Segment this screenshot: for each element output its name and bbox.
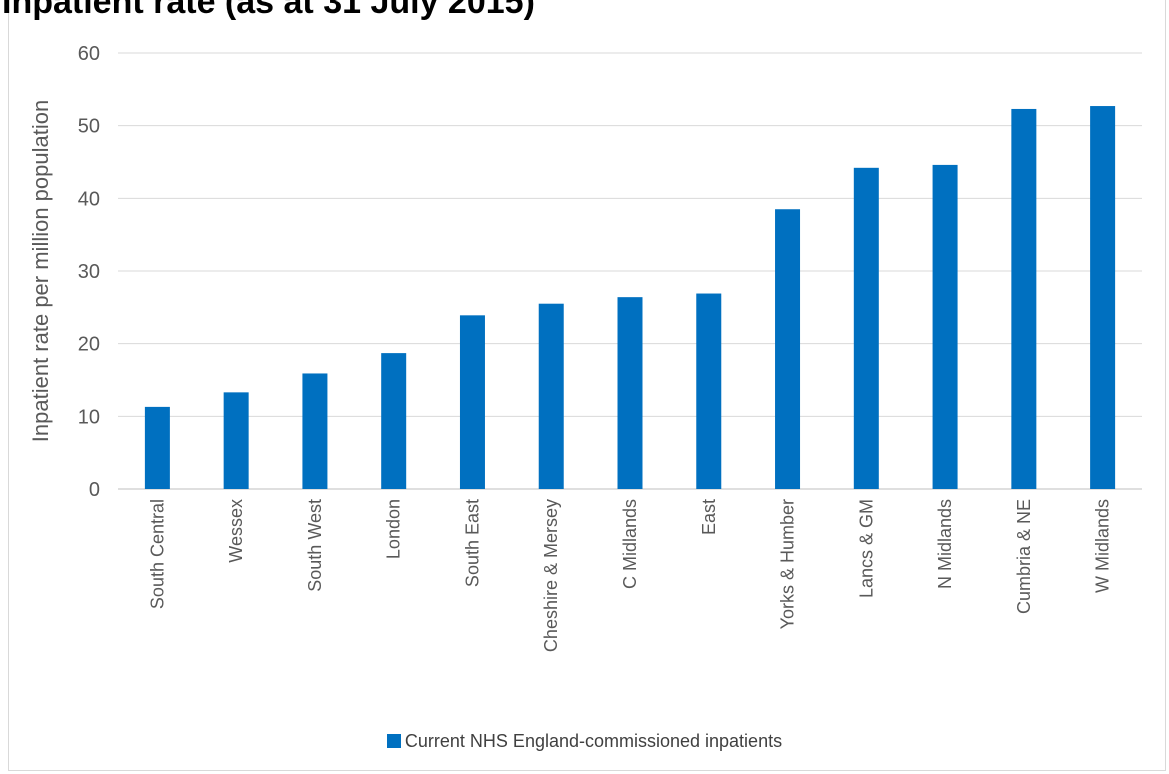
x-tick-label: Lancs & GM	[856, 499, 876, 598]
x-tick-label: Cheshire & Mersey	[541, 499, 561, 652]
legend-label: Current NHS England-commissioned inpatie…	[404, 731, 783, 751]
x-tick-label: W Midlands	[1093, 499, 1113, 593]
y-tick-label: 60	[78, 43, 100, 65]
bar	[853, 167, 879, 489]
bar	[696, 293, 722, 489]
legend: Current NHS England-commissioned inpatie…	[0, 731, 1169, 752]
bar	[617, 297, 643, 489]
y-tick-label: 20	[78, 334, 100, 356]
bar	[381, 353, 407, 489]
x-tick-label: Cumbria & NE	[1014, 499, 1034, 614]
bar	[302, 373, 328, 489]
x-tick-label: C Midlands	[620, 499, 640, 589]
x-tick-label: N Midlands	[935, 499, 955, 589]
x-tick-label: Yorks & Humber	[778, 499, 798, 629]
bar	[144, 406, 170, 489]
x-tick-label: South Central	[147, 499, 167, 609]
y-tick-label: 40	[78, 188, 100, 210]
y-tick-label: 50	[78, 116, 100, 138]
y-tick-label: 0	[89, 479, 100, 501]
x-tick-label: East	[699, 499, 719, 535]
x-tick-label: South West	[305, 499, 325, 592]
y-tick-label: 30	[78, 261, 100, 283]
bar	[1011, 108, 1037, 489]
y-axis-title: Inpatient rate per million population	[28, 100, 53, 442]
legend-swatch	[386, 734, 401, 748]
x-tick-label: London	[384, 499, 404, 559]
chart-title: Inpatient rate (as at 31 July 2015)	[2, 0, 535, 21]
x-tick-label: Wessex	[226, 499, 246, 563]
bar	[932, 164, 958, 489]
bar	[538, 303, 564, 489]
bar	[459, 315, 485, 489]
y-tick-label: 10	[78, 406, 100, 428]
bar	[775, 209, 801, 489]
chart-frame	[8, 0, 1166, 771]
bar	[1090, 106, 1116, 490]
x-tick-label: South East	[462, 499, 482, 587]
bar	[223, 392, 249, 489]
